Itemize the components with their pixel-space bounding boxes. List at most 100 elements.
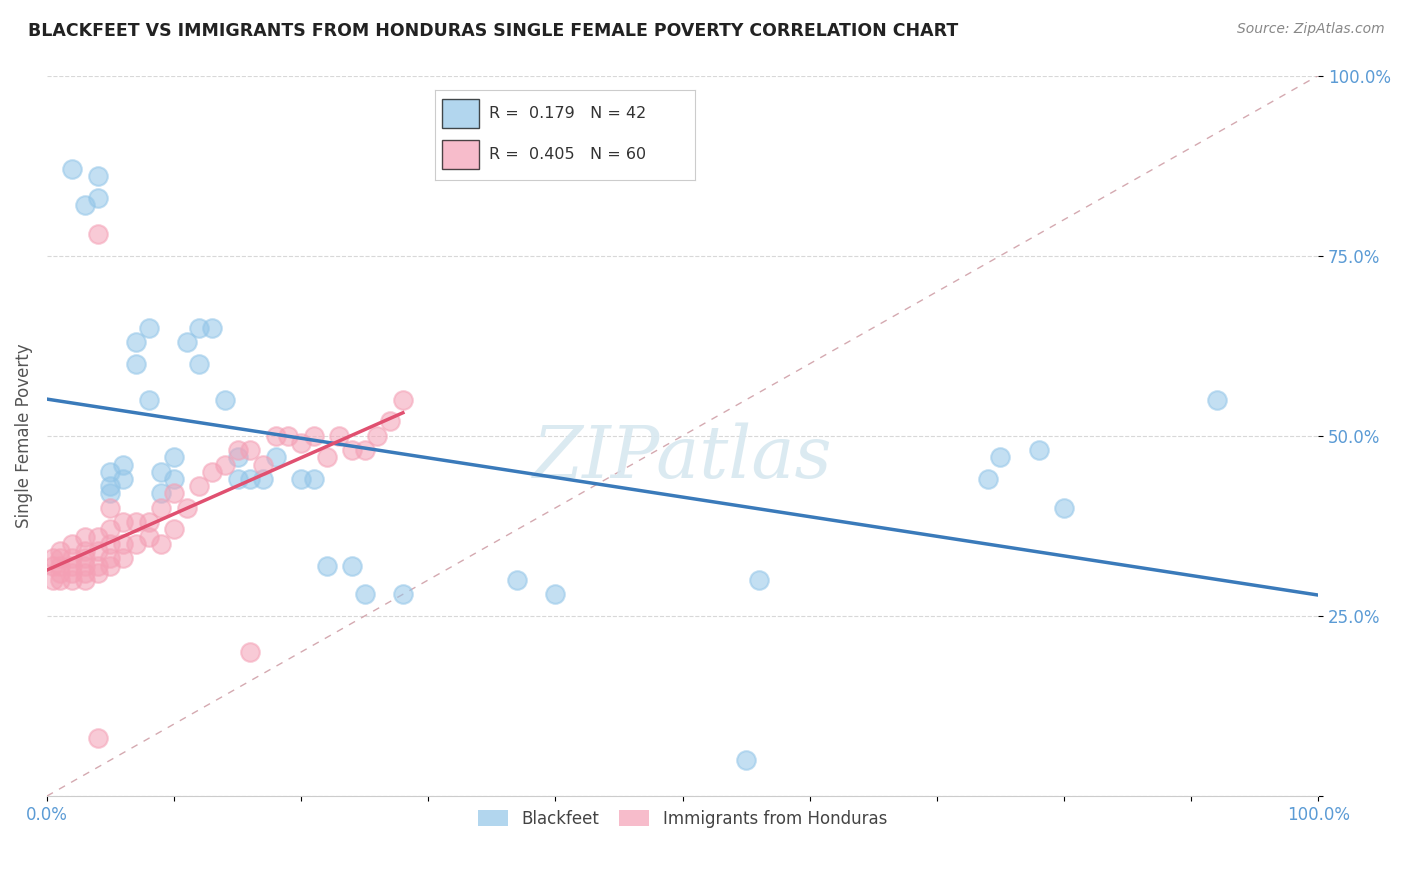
Point: [125, 537, 148, 551]
Point: [100, 465, 122, 479]
Point: [150, 537, 173, 551]
Point: [138, 320, 160, 334]
Point: [60, 558, 83, 573]
Point: [1053, 500, 1076, 515]
Point: [48, 544, 70, 558]
Point: [73, 558, 96, 573]
Y-axis label: Single Female Poverty: Single Female Poverty: [15, 343, 32, 528]
Point: [100, 479, 122, 493]
Point: [239, 443, 262, 458]
Point: [73, 198, 96, 212]
Point: [188, 320, 211, 334]
Point: [214, 392, 236, 407]
Point: [87, 530, 110, 544]
Point: [125, 357, 148, 371]
Point: [748, 573, 770, 587]
Point: [60, 573, 83, 587]
Point: [48, 573, 70, 587]
Point: [87, 191, 110, 205]
Point: [188, 479, 211, 493]
Point: [100, 537, 122, 551]
Point: [150, 486, 173, 500]
Point: [1028, 443, 1050, 458]
Point: [188, 357, 211, 371]
Point: [125, 335, 148, 350]
Point: [506, 573, 529, 587]
Point: [87, 558, 110, 573]
Point: [73, 573, 96, 587]
Point: [60, 537, 83, 551]
Point: [340, 443, 363, 458]
Point: [112, 472, 135, 486]
Point: [353, 443, 375, 458]
Point: [100, 551, 122, 566]
Point: [735, 753, 758, 767]
Point: [100, 500, 122, 515]
Point: [226, 472, 249, 486]
Text: BLACKFEET VS IMMIGRANTS FROM HONDURAS SINGLE FEMALE POVERTY CORRELATION CHART: BLACKFEET VS IMMIGRANTS FROM HONDURAS SI…: [28, 22, 959, 40]
Point: [48, 566, 70, 580]
Point: [977, 472, 1000, 486]
Point: [138, 392, 160, 407]
Point: [252, 458, 274, 472]
Point: [100, 523, 122, 537]
Point: [163, 486, 186, 500]
Point: [328, 429, 350, 443]
Point: [42, 573, 65, 587]
Point: [42, 558, 65, 573]
Point: [264, 429, 287, 443]
Text: ZIPatlas: ZIPatlas: [533, 422, 832, 492]
Point: [100, 558, 122, 573]
Point: [226, 443, 249, 458]
Point: [87, 169, 110, 184]
Point: [150, 465, 173, 479]
Point: [112, 537, 135, 551]
Point: [990, 450, 1012, 465]
Point: [544, 587, 567, 601]
Point: [87, 566, 110, 580]
Point: [239, 645, 262, 659]
Point: [87, 544, 110, 558]
Point: [87, 227, 110, 241]
Point: [315, 558, 337, 573]
Point: [163, 472, 186, 486]
Point: [201, 320, 224, 334]
Point: [201, 465, 224, 479]
Point: [163, 450, 186, 465]
Point: [1205, 392, 1227, 407]
Point: [302, 472, 325, 486]
Point: [366, 429, 388, 443]
Point: [138, 530, 160, 544]
Text: Source: ZipAtlas.com: Source: ZipAtlas.com: [1237, 22, 1385, 37]
Point: [112, 551, 135, 566]
Point: [112, 516, 135, 530]
Point: [252, 472, 274, 486]
Point: [315, 450, 337, 465]
Point: [290, 472, 312, 486]
Point: [73, 544, 96, 558]
Point: [353, 587, 375, 601]
Point: [60, 551, 83, 566]
Point: [264, 450, 287, 465]
Point: [60, 162, 83, 177]
Point: [392, 392, 415, 407]
Point: [42, 551, 65, 566]
Point: [176, 500, 198, 515]
Point: [73, 551, 96, 566]
Point: [226, 450, 249, 465]
Legend: Blackfeet, Immigrants from Honduras: Blackfeet, Immigrants from Honduras: [471, 804, 894, 835]
Point: [392, 587, 415, 601]
Point: [150, 500, 173, 515]
Point: [87, 731, 110, 746]
Point: [100, 486, 122, 500]
Point: [48, 551, 70, 566]
Point: [73, 566, 96, 580]
Point: [138, 516, 160, 530]
Point: [239, 472, 262, 486]
Point: [277, 429, 299, 443]
Point: [378, 414, 401, 428]
Point: [214, 458, 236, 472]
Point: [125, 516, 148, 530]
Point: [163, 523, 186, 537]
Point: [290, 436, 312, 450]
